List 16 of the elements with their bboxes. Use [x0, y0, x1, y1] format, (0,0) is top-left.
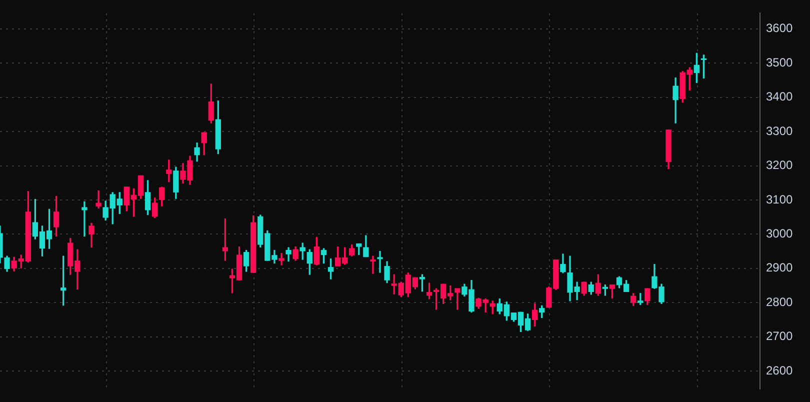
- y-tick-label: 3300: [766, 124, 794, 138]
- y-tick-label: 2600: [766, 363, 794, 378]
- y-tick-label: 3100: [766, 192, 794, 206]
- y-tick-label: 3000: [766, 226, 794, 240]
- y-tick-label: 3200: [766, 158, 794, 172]
- candlestick: [96, 190, 102, 209]
- y-tick-label: 3400: [766, 90, 794, 104]
- candlestick: [370, 256, 376, 274]
- y-tick-label: 2900: [766, 260, 794, 275]
- y-tick-label: 2700: [766, 329, 794, 344]
- candlestick: [278, 253, 284, 266]
- y-tick-label: 2800: [766, 294, 794, 309]
- y-tick-label: 3600: [766, 21, 794, 36]
- candlestick: [377, 250, 383, 273]
- y-tick-label: 3500: [766, 55, 794, 70]
- candlestick: [82, 201, 88, 237]
